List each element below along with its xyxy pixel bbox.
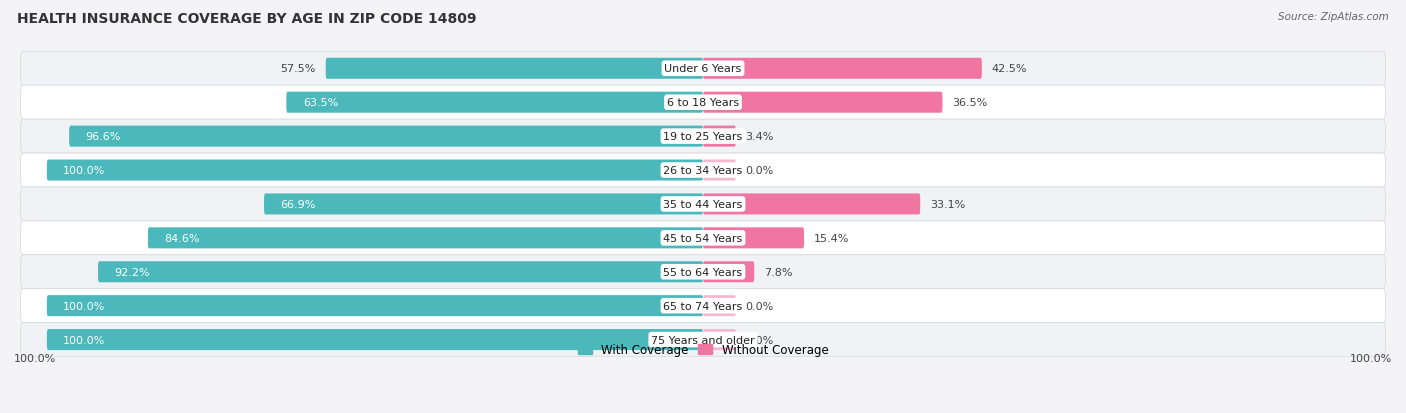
FancyBboxPatch shape xyxy=(46,160,703,181)
FancyBboxPatch shape xyxy=(20,154,1386,188)
Text: 65 to 74 Years: 65 to 74 Years xyxy=(664,301,742,311)
FancyBboxPatch shape xyxy=(287,93,703,114)
Text: 96.6%: 96.6% xyxy=(86,132,121,142)
FancyBboxPatch shape xyxy=(69,126,703,147)
Text: 84.6%: 84.6% xyxy=(165,233,200,243)
Text: 75 Years and older: 75 Years and older xyxy=(651,335,755,345)
FancyBboxPatch shape xyxy=(20,255,1386,289)
Text: 26 to 34 Years: 26 to 34 Years xyxy=(664,166,742,176)
FancyBboxPatch shape xyxy=(98,261,703,282)
FancyBboxPatch shape xyxy=(703,93,942,114)
FancyBboxPatch shape xyxy=(20,120,1386,154)
FancyBboxPatch shape xyxy=(20,52,1386,86)
FancyBboxPatch shape xyxy=(20,323,1386,357)
Text: 36.5%: 36.5% xyxy=(952,98,987,108)
Text: 0.0%: 0.0% xyxy=(745,301,773,311)
FancyBboxPatch shape xyxy=(46,329,703,350)
FancyBboxPatch shape xyxy=(264,194,703,215)
Text: 100.0%: 100.0% xyxy=(14,354,56,363)
Text: 92.2%: 92.2% xyxy=(114,267,150,277)
FancyBboxPatch shape xyxy=(20,86,1386,120)
Text: 6 to 18 Years: 6 to 18 Years xyxy=(666,98,740,108)
FancyBboxPatch shape xyxy=(20,188,1386,221)
FancyBboxPatch shape xyxy=(46,295,703,316)
Text: Under 6 Years: Under 6 Years xyxy=(665,64,741,74)
Text: 55 to 64 Years: 55 to 64 Years xyxy=(664,267,742,277)
Text: 66.9%: 66.9% xyxy=(280,199,316,209)
Text: Source: ZipAtlas.com: Source: ZipAtlas.com xyxy=(1278,12,1389,22)
Text: 63.5%: 63.5% xyxy=(302,98,337,108)
Legend: With Coverage, Without Coverage: With Coverage, Without Coverage xyxy=(572,338,834,361)
FancyBboxPatch shape xyxy=(703,228,804,249)
Text: HEALTH INSURANCE COVERAGE BY AGE IN ZIP CODE 14809: HEALTH INSURANCE COVERAGE BY AGE IN ZIP … xyxy=(17,12,477,26)
Text: 100.0%: 100.0% xyxy=(63,335,105,345)
FancyBboxPatch shape xyxy=(326,59,703,80)
Text: 100.0%: 100.0% xyxy=(63,301,105,311)
Text: 45 to 54 Years: 45 to 54 Years xyxy=(664,233,742,243)
FancyBboxPatch shape xyxy=(703,329,735,350)
Text: 3.4%: 3.4% xyxy=(745,132,775,142)
Text: 19 to 25 Years: 19 to 25 Years xyxy=(664,132,742,142)
Text: 100.0%: 100.0% xyxy=(63,166,105,176)
Text: 0.0%: 0.0% xyxy=(745,166,773,176)
Text: 33.1%: 33.1% xyxy=(929,199,966,209)
FancyBboxPatch shape xyxy=(703,295,735,316)
FancyBboxPatch shape xyxy=(703,261,754,282)
FancyBboxPatch shape xyxy=(20,221,1386,255)
Text: 42.5%: 42.5% xyxy=(991,64,1028,74)
FancyBboxPatch shape xyxy=(703,194,920,215)
Text: 7.8%: 7.8% xyxy=(763,267,793,277)
FancyBboxPatch shape xyxy=(20,289,1386,323)
FancyBboxPatch shape xyxy=(148,228,703,249)
FancyBboxPatch shape xyxy=(703,126,735,147)
Text: 35 to 44 Years: 35 to 44 Years xyxy=(664,199,742,209)
Text: 100.0%: 100.0% xyxy=(1350,354,1392,363)
FancyBboxPatch shape xyxy=(703,160,735,181)
Text: 57.5%: 57.5% xyxy=(281,64,316,74)
Text: 0.0%: 0.0% xyxy=(745,335,773,345)
Text: 15.4%: 15.4% xyxy=(814,233,849,243)
FancyBboxPatch shape xyxy=(703,59,981,80)
